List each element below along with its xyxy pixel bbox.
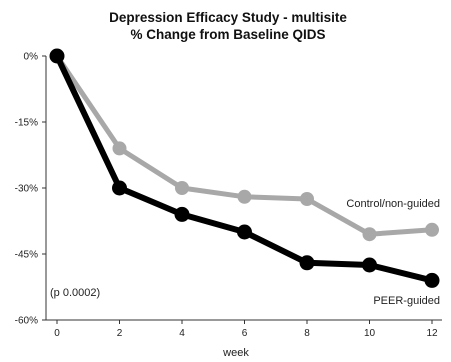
x-tick-label: 6 bbox=[242, 328, 248, 339]
series-label-control: Control/non-guided bbox=[346, 198, 440, 210]
p-value-annotation: (p 0.0002) bbox=[50, 287, 100, 299]
data-point-series-1 bbox=[174, 206, 190, 222]
x-tick-label: 2 bbox=[117, 328, 123, 339]
data-point-series-0 bbox=[300, 192, 314, 206]
y-tick-label: -60% bbox=[15, 316, 38, 327]
chart-subtitle: % Change from Baseline QIDS bbox=[130, 27, 325, 42]
x-tick-label: 12 bbox=[426, 328, 438, 339]
data-point-series-0 bbox=[175, 181, 189, 195]
data-point-series-1 bbox=[424, 272, 440, 288]
series-group bbox=[49, 48, 440, 288]
data-point-series-1 bbox=[112, 180, 127, 196]
y-tick-label: -45% bbox=[15, 250, 38, 261]
data-point-series-0 bbox=[362, 227, 377, 242]
y-tick-label: -15% bbox=[15, 118, 38, 129]
x-tick-label: 8 bbox=[304, 328, 310, 339]
x-tick-label: 0 bbox=[54, 328, 60, 339]
y-tick-label: -30% bbox=[15, 184, 38, 195]
chart-title: Depression Efficacy Study - multisite bbox=[109, 10, 347, 25]
data-point-series-0 bbox=[237, 189, 252, 204]
data-point-series-1 bbox=[299, 255, 315, 271]
y-axis-ticks: 0% -15% -30% -45% -60% bbox=[15, 52, 46, 327]
data-point-series-0 bbox=[112, 141, 127, 156]
data-point-series-1 bbox=[362, 257, 377, 273]
series-line-1 bbox=[54, 53, 435, 284]
data-point-series-0 bbox=[425, 222, 439, 237]
x-axis-ticks: 0 2 4 6 8 10 12 bbox=[54, 320, 438, 339]
x-tick-label: 10 bbox=[364, 328, 376, 339]
x-tick-label: 4 bbox=[179, 328, 185, 339]
series-label-peer: PEER-guided bbox=[373, 295, 440, 307]
x-axis-label: week bbox=[222, 347, 249, 359]
data-point-series-1 bbox=[237, 224, 252, 240]
y-tick-label: 0% bbox=[24, 52, 39, 63]
data-point-series-1 bbox=[49, 48, 65, 64]
